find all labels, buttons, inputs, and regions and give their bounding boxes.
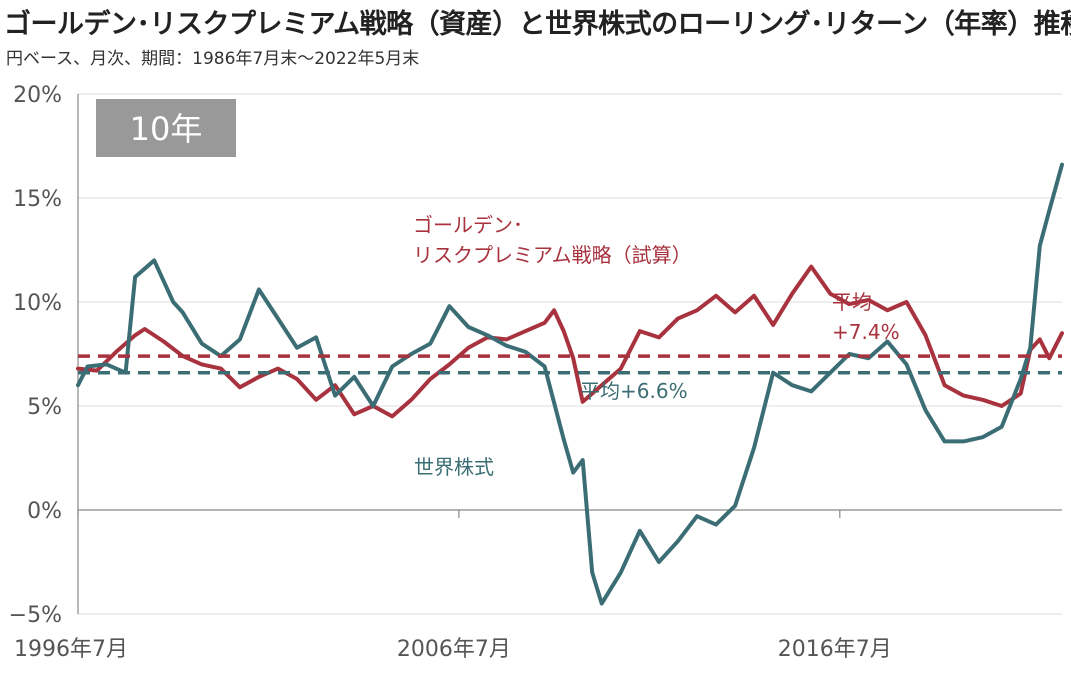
series-lines: [76, 162, 1064, 606]
y-axis-ticks: 20% 15% 10% 5% 0% −5%: [9, 83, 62, 628]
series-line-golden-risk-premium: [76, 264, 1064, 419]
average-lines: [78, 354, 1062, 375]
golden-label-line2: リスクプレミアム戦略（試算）: [413, 243, 692, 267]
grid-lines: [77, 93, 1062, 615]
y-tick-label: 0%: [27, 499, 62, 524]
x-tick-label: 1996年7月: [14, 637, 128, 662]
x-tick-label: 2016年7月: [778, 637, 892, 662]
series-line-world-equity: [76, 162, 1064, 606]
golden-average-label-line1: 平均: [832, 290, 872, 314]
world-average-label: 平均+6.6%: [580, 379, 688, 403]
golden-label-line1: ゴールデン･: [413, 213, 523, 237]
y-tick-label: 5%: [27, 395, 62, 420]
y-tick-label: 10%: [13, 291, 62, 316]
period-badge-label: 10年: [130, 110, 203, 148]
x-tick-label: 2006年7月: [397, 637, 511, 662]
world-series-label: 世界株式: [414, 455, 494, 479]
golden-average-label-line2: +7.4%: [832, 320, 900, 344]
period-badge: [96, 99, 236, 157]
y-tick-label: 20%: [13, 83, 62, 108]
chart-subtitle: 円ベース、月次、期間：1986年7月末〜2022年5月末: [6, 49, 420, 69]
chart-title: ゴールデン･リスクプレミアム戦略（資産）と世界株式のローリング･リターン（年率）…: [4, 9, 1071, 40]
x-axis-ticks: 1996年7月 2006年7月 2016年7月: [14, 510, 892, 662]
y-tick-label: −5%: [9, 603, 62, 628]
y-tick-label: 15%: [13, 187, 62, 212]
